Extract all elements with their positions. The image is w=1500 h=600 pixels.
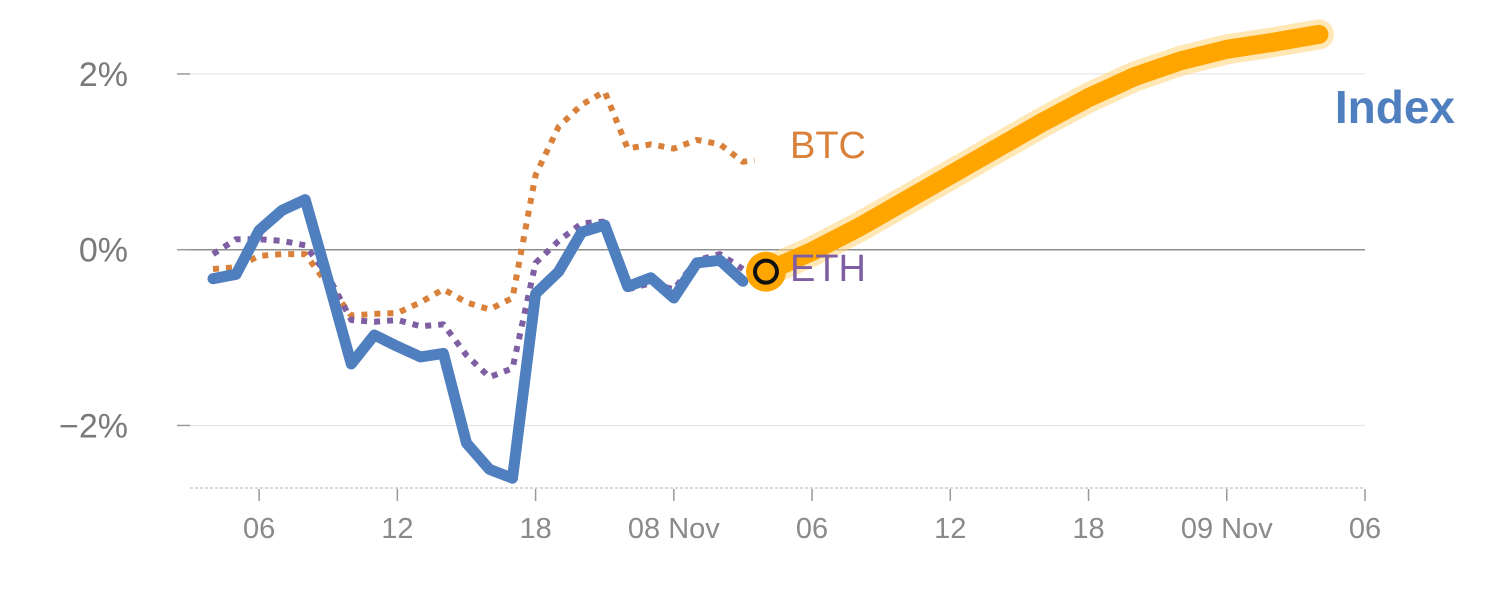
series-label-eth: ETH (790, 248, 866, 290)
grid-layer (190, 73, 1365, 427)
series-line-index (207, 194, 749, 484)
series-line-index-forecast (756, 24, 1329, 282)
x-tick-label: 06 (796, 513, 828, 545)
axis-layer: 2% 0% −2% 06 12 18 08 Nov 06 12 18 09 Nov 06 (59, 56, 1381, 545)
series-line-btc (212, 88, 755, 319)
x-tick-label: 08 Nov (628, 513, 720, 545)
series-label-btc: BTC (790, 125, 866, 167)
series-layer (207, 19, 1334, 484)
x-tick-label: 06 (243, 513, 275, 545)
y-tick-label: 0% (79, 232, 128, 270)
x-tick-label: 18 (1072, 513, 1104, 545)
series-line-eth (211, 218, 745, 381)
x-tick-label: 12 (934, 513, 966, 545)
x-tick-label: 09 Nov (1181, 513, 1273, 545)
y-tick-label: −2% (59, 407, 128, 445)
label-layer: BTC ETH Index (790, 81, 1455, 290)
series-label-index: Index (1335, 81, 1456, 133)
current-point-marker-inner (752, 258, 779, 285)
x-tick-label: 18 (519, 513, 551, 545)
x-tick-label: 12 (381, 513, 413, 545)
y-tick-label: 2% (79, 56, 128, 94)
x-tick-label: 06 (1349, 513, 1381, 545)
